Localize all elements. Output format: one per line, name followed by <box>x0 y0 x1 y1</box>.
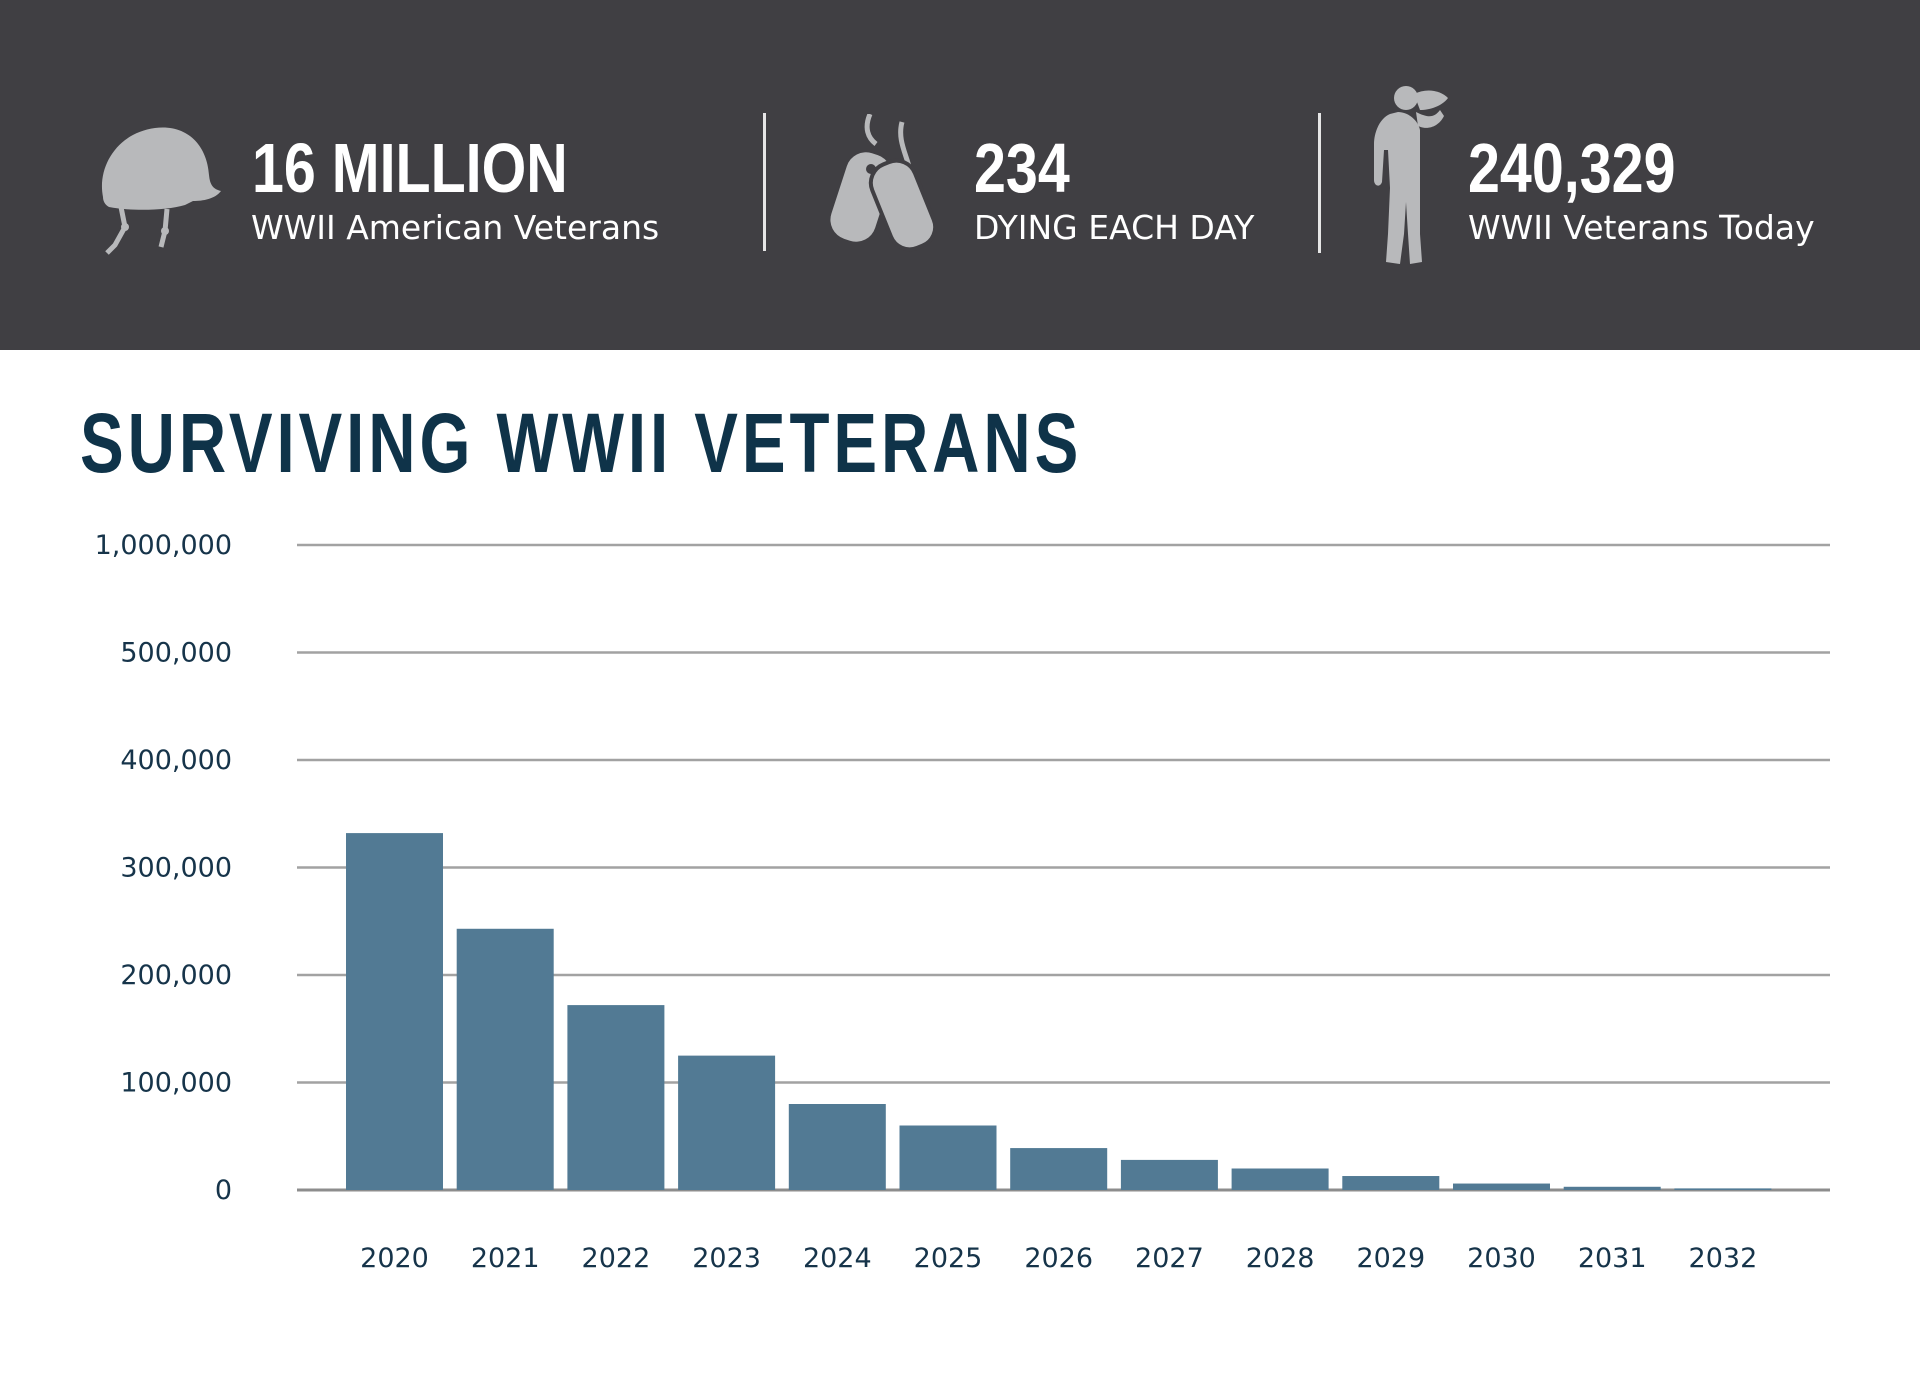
bar-chart: 0 100,000 200,000 300,000 400,000 500,000 1,00… <box>95 530 1830 1274</box>
bar-2024 <box>788 1104 886 1190</box>
x-tick-label: 2025 <box>914 1243 983 1274</box>
stat-veterans-today: 240,329 WWII Veterans Today <box>1340 0 1920 350</box>
stat-veterans-total: 16 MILLION WWII American Veterans <box>0 0 760 350</box>
bar-2030 <box>1453 1183 1550 1190</box>
y-tick-label: 300,000 <box>120 853 232 884</box>
bar-2032 <box>1674 1188 1772 1190</box>
stat-value: 234 <box>974 129 1070 207</box>
y-tick-label: 200,000 <box>120 960 232 991</box>
x-tick-label: 2031 <box>1578 1243 1647 1274</box>
stat-dying-daily: 234 DYING EACH DAY <box>780 0 1320 350</box>
bar-2023 <box>678 1055 776 1190</box>
x-tick-label: 2032 <box>1689 1243 1758 1274</box>
stats-banner: 16 MILLION WWII American Veterans 234 DY… <box>0 0 1920 350</box>
stat-divider <box>1318 113 1321 253</box>
x-tick-label: 2027 <box>1135 1243 1204 1274</box>
bar-2028 <box>1231 1168 1329 1190</box>
x-tick-label: 2028 <box>1246 1243 1315 1274</box>
stat-label: WWII Veterans Today <box>1468 208 1815 247</box>
bar-2020 <box>346 833 443 1190</box>
x-tick-label: 2026 <box>1024 1243 1093 1274</box>
y-tick-label: 1,000,000 <box>95 530 232 561</box>
x-tick-label: 2023 <box>692 1243 761 1274</box>
stat-divider <box>763 113 766 251</box>
bar-2026 <box>1010 1148 1108 1190</box>
stat-label: WWII American Veterans <box>251 208 660 247</box>
y-tick-label: 0 <box>215 1175 232 1206</box>
stat-value: 240,329 <box>1468 129 1676 207</box>
x-tick-label: 2030 <box>1467 1243 1536 1274</box>
x-tick-label: 2029 <box>1356 1243 1425 1274</box>
bar-2031 <box>1563 1186 1661 1190</box>
y-tick-label: 100,000 <box>120 1068 232 1099</box>
y-tick-label: 400,000 <box>120 745 232 776</box>
bar-2027 <box>1120 1159 1218 1190</box>
x-axis-ticks: 2020 2021 2022 2023 2024 2025 2026 2027 2028 2029… <box>360 1243 1757 1274</box>
saluting-soldier-icon <box>1374 86 1448 264</box>
x-tick-label: 2020 <box>360 1243 429 1274</box>
x-tick-label: 2022 <box>582 1243 651 1274</box>
y-axis-ticks: 0 100,000 200,000 300,000 400,000 500,000 1,00… <box>95 530 232 1206</box>
y-tick-label: 500,000 <box>120 638 232 669</box>
x-tick-label: 2021 <box>471 1243 540 1274</box>
bar-2025 <box>899 1125 997 1190</box>
x-tick-label: 2024 <box>803 1243 872 1274</box>
dog-tags-icon <box>830 114 938 252</box>
bar-2029 <box>1342 1176 1440 1190</box>
bar-2021 <box>456 928 554 1190</box>
stat-value: 16 MILLION <box>252 129 568 207</box>
chart-title: SURVIVING WWII VETERANS <box>80 396 1083 490</box>
bars <box>346 833 1772 1190</box>
bar-2022 <box>567 1005 665 1190</box>
stat-label: DYING EACH DAY <box>974 208 1255 247</box>
helmet-icon <box>101 127 221 255</box>
